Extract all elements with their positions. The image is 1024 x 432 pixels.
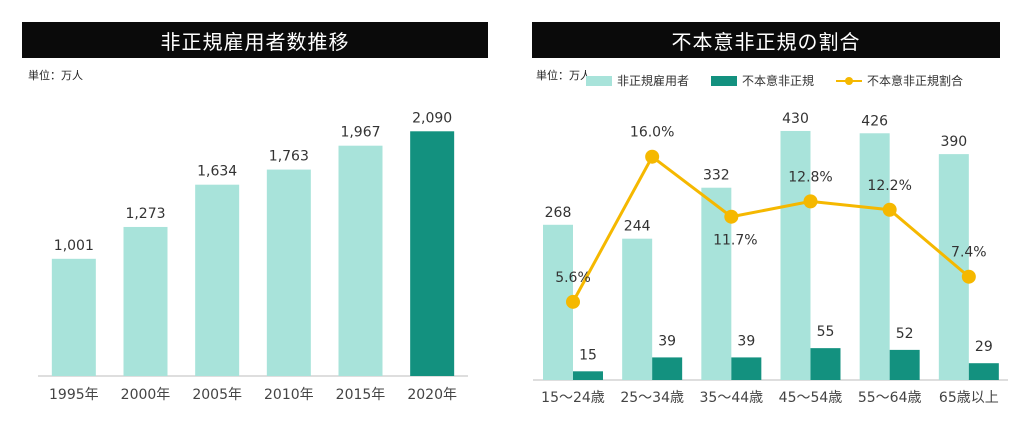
data-label-ratio: 5.6% — [555, 270, 591, 286]
series-line-ratio — [571, 154, 970, 303]
bar — [410, 131, 455, 376]
ratio-point — [803, 194, 818, 209]
x-tick-label: 2005年 — [192, 387, 242, 403]
left-unit-label: 単位：万人 — [28, 69, 83, 82]
legend-item-involuntary: 不本意非正規 — [711, 72, 814, 89]
x-tick-label: 2000年 — [121, 387, 171, 403]
x-tick-label: 65歳以上 — [939, 390, 999, 406]
ratio-point — [961, 269, 976, 284]
left-chart-panel: 非正規雇用者数推移 単位：万人 1,001 1995年 1,273 2000年 1,63… — [0, 0, 500, 432]
legend-swatch-line — [836, 76, 863, 86]
ratio-point — [882, 202, 897, 217]
data-label-nonregular: 430 — [782, 111, 809, 127]
data-label-nonregular: 268 — [545, 205, 572, 221]
data-label: 1,001 — [54, 238, 94, 254]
x-tick-label: 35～44歳 — [700, 390, 764, 406]
legend-label: 不本意非正規割合 — [867, 74, 964, 88]
bar-nonregular — [780, 130, 811, 380]
bar — [195, 184, 240, 376]
data-label-nonregular: 426 — [861, 113, 888, 129]
data-label: 1,634 — [197, 164, 237, 180]
data-label: 1,763 — [269, 149, 309, 165]
ratio-point — [566, 294, 580, 309]
bar-nonregular — [938, 154, 969, 380]
bar — [51, 258, 96, 376]
data-label-ratio: 12.2% — [867, 178, 911, 194]
data-label-involuntary: 52 — [896, 326, 914, 342]
legend-swatch-dark — [711, 75, 738, 86]
data-label: 2,090 — [412, 110, 452, 126]
data-label-involuntary: 15 — [579, 347, 597, 363]
legend-item-ratio: 不本意非正規割合 — [836, 72, 963, 89]
x-tick-label: 55～64歳 — [858, 390, 922, 406]
bar-involuntary — [731, 357, 762, 380]
bar-involuntary — [889, 349, 920, 380]
right-chart-title: 不本意非正規の割合 — [532, 22, 1000, 58]
x-tick-label: 45～54歳 — [779, 390, 843, 406]
right-chart-legend: 非正規雇用者 不本意非正規 不本意非正規割合 — [586, 72, 963, 89]
bar-involuntary — [810, 348, 841, 380]
data-label: 1,273 — [125, 206, 165, 222]
bar-nonregular — [622, 238, 653, 380]
x-tick-label: 1995年 — [49, 387, 99, 403]
x-tick-label: 2020年 — [407, 387, 457, 403]
bar — [266, 169, 311, 376]
data-label-involuntary: 39 — [658, 333, 676, 349]
data-label-nonregular: 244 — [624, 219, 651, 235]
data-label-ratio: 12.8% — [788, 169, 832, 185]
ratio-point — [645, 149, 660, 164]
data-label-ratio: 11.7% — [713, 233, 757, 249]
legend-item-nonregular: 非正規雇用者 — [586, 72, 689, 89]
x-tick-label: 2015年 — [336, 387, 386, 403]
right-unit-label: 単位：万人 — [536, 69, 591, 82]
data-label: 1,967 — [340, 125, 380, 141]
bar-involuntary — [968, 363, 999, 380]
legend-label: 不本意非正規 — [742, 74, 815, 88]
data-label-involuntary: 29 — [975, 339, 993, 355]
data-label-nonregular: 332 — [703, 168, 730, 184]
ratio-point — [724, 209, 739, 224]
data-label-involuntary: 55 — [817, 324, 835, 340]
x-tick-label: 2010年 — [264, 387, 314, 403]
bar — [123, 226, 168, 376]
bar — [338, 145, 383, 376]
left-chart-svg: 1,001 1995年 1,273 2000年 1,634 2005年 1,763 2010年… — [38, 110, 468, 403]
bar-involuntary — [652, 357, 683, 380]
x-tick-label: 15～24歳 — [541, 390, 605, 406]
data-label-nonregular: 390 — [940, 134, 967, 150]
left-chart-title: 非正規雇用者数推移 — [22, 22, 488, 58]
data-label-ratio: 7.4% — [951, 245, 987, 261]
x-tick-label: 25～34歳 — [620, 390, 684, 406]
bar-involuntary — [573, 371, 603, 380]
legend-label: 非正規雇用者 — [617, 74, 690, 88]
data-label-ratio: 16.0% — [630, 125, 674, 141]
right-chart-panel: 不本意非正規の割合 単位：万人 — [500, 0, 1024, 432]
data-label-involuntary: 39 — [737, 333, 755, 349]
legend-swatch-light — [586, 75, 612, 86]
bar-nonregular — [859, 133, 890, 380]
